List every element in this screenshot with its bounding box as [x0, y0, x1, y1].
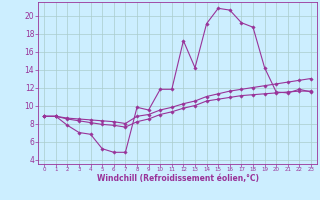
- X-axis label: Windchill (Refroidissement éolien,°C): Windchill (Refroidissement éolien,°C): [97, 174, 259, 183]
